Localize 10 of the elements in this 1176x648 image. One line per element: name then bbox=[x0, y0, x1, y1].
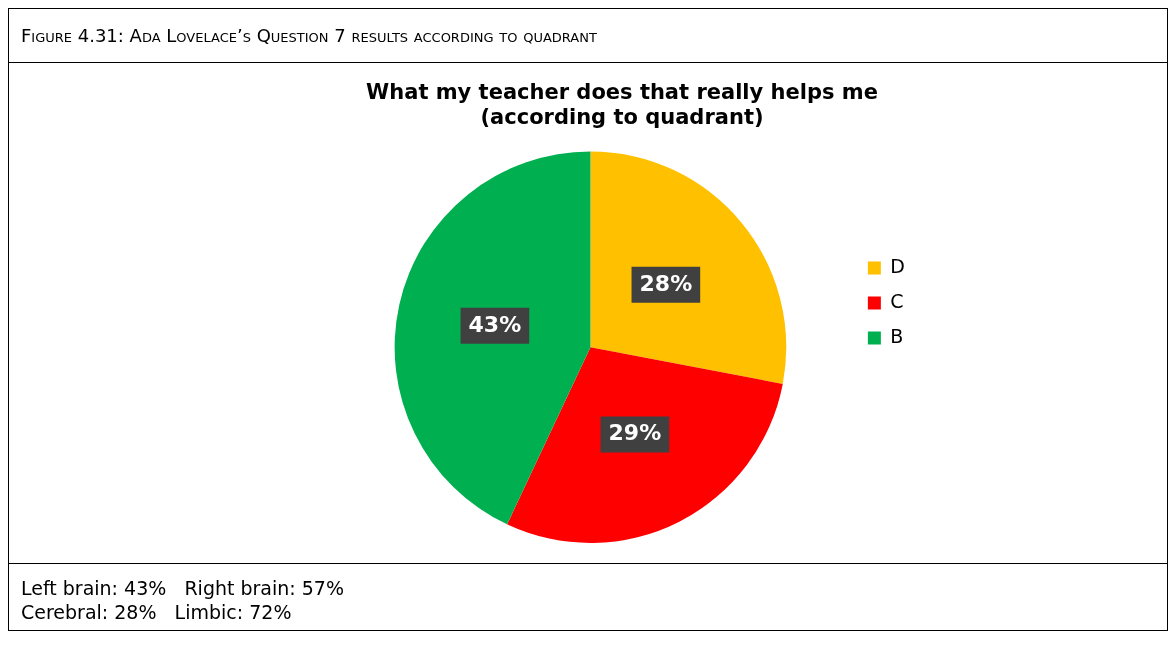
text: Left brain: 43% Right brain: 57% bbox=[21, 576, 345, 600]
legend-label: C bbox=[890, 289, 904, 312]
data-label: 28% bbox=[639, 270, 693, 296]
text: Cerebral: 28% Limbic: 72% bbox=[21, 600, 293, 624]
data-label: 29% bbox=[608, 420, 662, 446]
chart-title: What my teacher does that really helps me (according to quadrant) bbox=[366, 80, 878, 130]
caption: Figure 4.31: Ada Lovelace’s Question 7 results according to quadrant bbox=[9, 9, 1167, 63]
data-label: 43% bbox=[468, 311, 522, 337]
legend-label: B bbox=[890, 324, 904, 347]
legend-label: D bbox=[890, 254, 906, 277]
